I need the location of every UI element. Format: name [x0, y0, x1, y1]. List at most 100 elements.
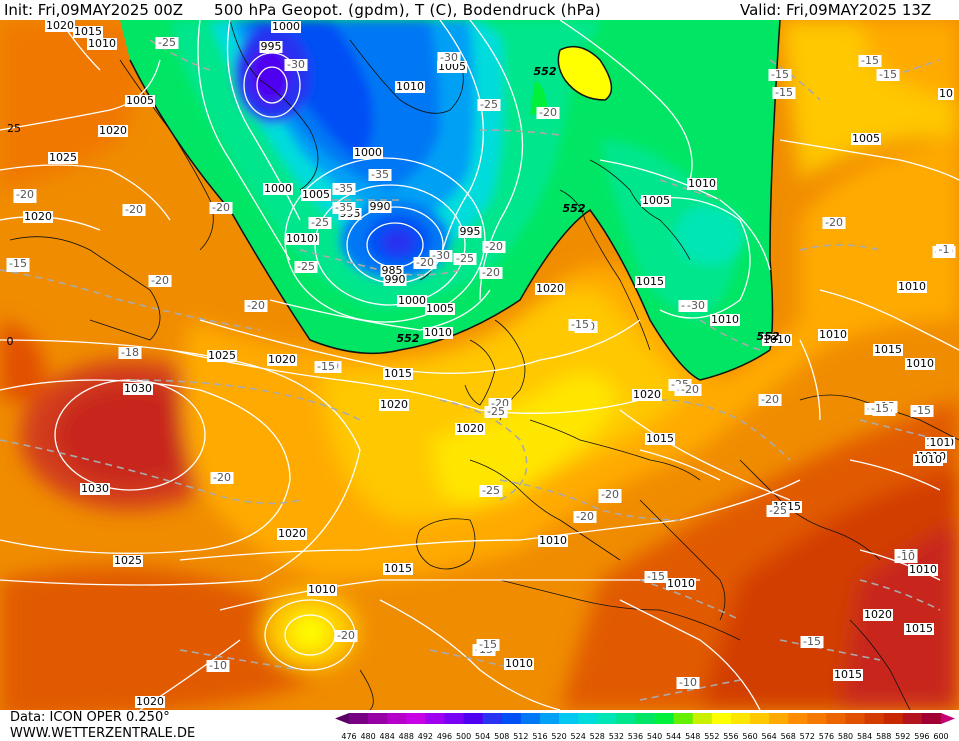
pressure-label: 1015	[873, 343, 903, 356]
svg-text:-25: -25	[311, 216, 329, 229]
pressure-label: 1010	[423, 326, 453, 339]
pressure-label: 1025	[207, 349, 237, 362]
svg-text:-25: -25	[482, 484, 500, 497]
color-scale-label: 492	[418, 732, 433, 741]
svg-text:-20: -20	[416, 256, 434, 269]
svg-text:-20: -20	[539, 106, 557, 119]
color-scale-swatch	[864, 713, 885, 724]
svg-text:1010: 1010	[88, 37, 116, 50]
color-scale-label: 548	[685, 732, 700, 741]
chart-title: 500 hPa Geopot. (gpdm), T (C), Bodendruc…	[214, 1, 601, 19]
svg-text:-15: -15	[771, 68, 789, 81]
pressure-label: 1005	[425, 302, 455, 315]
temperature-label: -20	[536, 106, 560, 119]
svg-text:-15: -15	[9, 257, 27, 270]
contour-label: 552	[397, 332, 420, 345]
svg-text:-20: -20	[337, 629, 355, 642]
svg-text:-15: -15	[861, 54, 879, 67]
pressure-label: 1000	[353, 146, 383, 159]
svg-text:552: 552	[534, 65, 557, 78]
color-scale-swatch	[807, 713, 827, 724]
svg-text:1010: 1010	[667, 577, 695, 590]
pressure-label: 1010	[905, 357, 935, 370]
svg-text:-20: -20	[761, 393, 779, 406]
color-scale-label: 540	[647, 732, 662, 741]
svg-text:1015: 1015	[384, 562, 412, 575]
svg-text:-15: -15	[871, 402, 889, 415]
svg-text:552: 552	[397, 332, 420, 345]
temperature-label: -20	[573, 510, 597, 523]
color-scale-label: 520	[551, 732, 566, 741]
temperature-label: -15	[568, 318, 592, 331]
svg-text:995: 995	[460, 225, 481, 238]
svg-text:-1: -1	[939, 243, 950, 256]
pressure-label: 1010	[710, 313, 740, 326]
temperature-label: -35	[368, 168, 392, 181]
svg-text:1020: 1020	[536, 282, 564, 295]
pressure-label: 990	[368, 200, 392, 213]
svg-text:-20: -20	[601, 488, 619, 501]
temperature-label: -25	[308, 216, 332, 229]
color-scale-swatch	[463, 713, 484, 724]
color-scale-label: 524	[571, 732, 586, 741]
color-scale-swatch	[368, 713, 388, 724]
svg-text:1000: 1000	[354, 146, 382, 159]
svg-text:-10: -10	[209, 659, 227, 672]
svg-text:-30: -30	[440, 51, 458, 64]
pressure-label: 1020	[632, 388, 662, 401]
color-scale-swatch	[769, 713, 789, 724]
temperature-label: -20	[209, 201, 233, 214]
svg-text:10: 10	[939, 87, 953, 100]
temperature-label: -20	[479, 266, 503, 279]
color-scale-swatch	[539, 713, 560, 724]
chart-header: Init: Fri,09MAY2025 00Z 500 hPa Geopot. …	[0, 0, 959, 20]
color-scale-label: 504	[475, 732, 490, 741]
data-source: Data: ICON OPER 0.250°	[10, 710, 170, 725]
pressure-label: 1020	[455, 422, 485, 435]
color-scale-label: 600	[933, 732, 948, 741]
pressure-label: 1010	[908, 563, 938, 576]
pressure-label: 1015	[635, 275, 665, 288]
contour-label: 552	[563, 202, 586, 215]
pressure-label: 1020	[379, 398, 409, 411]
svg-text:-10: -10	[897, 550, 915, 563]
color-scale-swatch	[845, 713, 866, 724]
svg-text:-20: -20	[247, 299, 265, 312]
color-scale-swatch	[826, 713, 847, 724]
color-scale-swatch	[730, 713, 751, 724]
svg-text:-20: -20	[151, 274, 169, 287]
color-scale-swatch	[921, 713, 942, 724]
temperature-label: -25	[479, 484, 503, 497]
color-scale-label: 484	[380, 732, 395, 741]
color-scale-label: 580	[838, 732, 853, 741]
temperature-label: -15	[876, 68, 900, 81]
svg-text:1020: 1020	[24, 210, 52, 223]
temperature-label: -25	[766, 504, 790, 517]
svg-text:1020: 1020	[380, 398, 408, 411]
color-scale-swatch	[883, 713, 904, 724]
temperature-label: -25	[477, 98, 501, 111]
svg-text:1010: 1010	[539, 534, 567, 547]
color-scale-label: 476	[341, 732, 356, 741]
svg-text:1020: 1020	[268, 353, 296, 366]
svg-text:1010: 1010	[906, 357, 934, 370]
pressure-label: 1010	[504, 657, 534, 670]
color-scale-swatch	[578, 713, 598, 724]
svg-text:-20: -20	[681, 383, 699, 396]
color-scale-swatch	[559, 713, 579, 724]
svg-text:1005: 1005	[302, 188, 330, 201]
contour-label: 552	[757, 330, 780, 343]
svg-text:990: 990	[370, 200, 391, 213]
svg-text:1015: 1015	[905, 622, 933, 635]
svg-text:1020: 1020	[456, 422, 484, 435]
temperature-label: -10	[676, 676, 700, 689]
website: WWW.WETTERZENTRALE.DE	[10, 726, 196, 741]
temperature-label: -25	[453, 252, 477, 265]
svg-text:-35: -35	[335, 201, 353, 214]
svg-text:1020: 1020	[278, 527, 306, 540]
color-scale-swatch	[349, 713, 369, 724]
temperature-label: -20	[122, 203, 146, 216]
svg-text:1020: 1020	[633, 388, 661, 401]
svg-text:1005: 1005	[642, 194, 670, 207]
svg-text:-15: -15	[803, 635, 821, 648]
